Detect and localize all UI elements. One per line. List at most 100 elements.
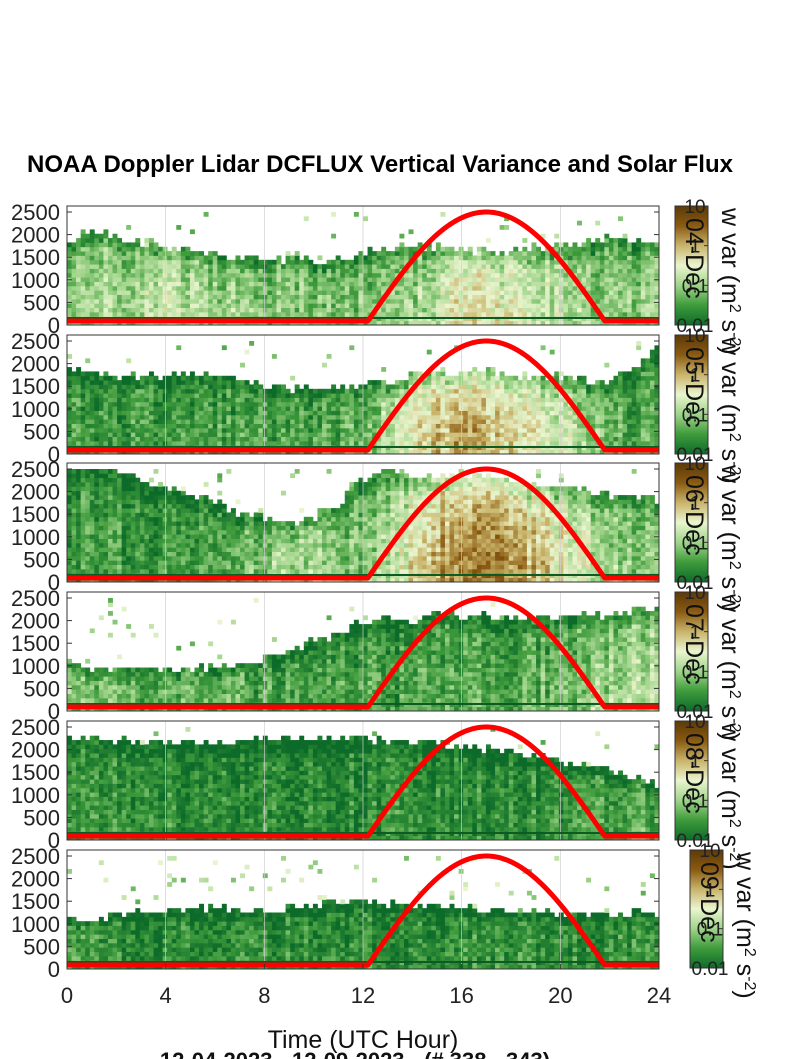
heatmap-cell: [513, 393, 519, 398]
heatmap-cell: [545, 414, 551, 420]
heatmap-cell: [253, 414, 259, 420]
heatmap-cell: [322, 410, 327, 416]
heatmap-cell: [367, 406, 373, 411]
heatmap-cell: [194, 307, 200, 313]
heatmap-cell: [162, 311, 168, 317]
heatmap-cell: [613, 388, 619, 394]
heatmap-cell: [103, 281, 109, 287]
heatmap-cell: [217, 393, 223, 398]
heatmap-cell: [522, 311, 528, 317]
heatmap-cell: [322, 307, 327, 313]
heatmap-cell: [162, 388, 168, 394]
heatmap-cell: [240, 277, 245, 282]
heatmap-cell: [80, 397, 86, 403]
heatmap-cell: [107, 246, 113, 252]
heatmap-cell: [349, 388, 355, 394]
heatmap-cell: [563, 294, 569, 300]
heatmap-cell: [344, 419, 350, 424]
heatmap-cell: [326, 264, 332, 269]
heatmap-cell: [485, 281, 491, 287]
heatmap-cell: [645, 393, 651, 398]
heatmap-cell: [599, 419, 605, 424]
heatmap-cell: [98, 538, 104, 544]
heatmap-cell: [426, 290, 432, 295]
heatmap-cell: [463, 406, 469, 411]
heatmap-cell: [162, 384, 168, 390]
heatmap-cell: [189, 303, 195, 309]
heatmap-cell: [508, 320, 514, 326]
heatmap-cell: [258, 290, 264, 295]
heatmap-cell: [526, 406, 532, 411]
heatmap-cell: [413, 272, 419, 278]
heatmap-cell: [194, 406, 200, 411]
heatmap-cell: [167, 419, 173, 424]
heatmap-cell: [94, 568, 100, 574]
heatmap-cell: [526, 414, 532, 420]
heatmap-cell: [221, 255, 227, 261]
heatmap-cell: [326, 259, 332, 265]
heatmap-cell: [567, 290, 573, 295]
heatmap-cell: [403, 251, 409, 256]
heatmap-cell: [572, 436, 578, 442]
heatmap-cell: [299, 281, 305, 287]
heatmap-cell: [572, 298, 578, 304]
heatmap-cell: [586, 410, 592, 416]
heatmap-cell: [285, 285, 291, 291]
heatmap-cell: [567, 285, 573, 291]
heatmap-cell: [98, 516, 104, 522]
heatmap-cell: [545, 406, 551, 411]
heatmap-cell: [117, 393, 123, 398]
heatmap-cell: [649, 303, 655, 309]
heatmap-cell: [640, 401, 646, 407]
heatmap-cell: [80, 229, 86, 235]
heatmap-cell: [299, 285, 305, 291]
heatmap-cell: [572, 246, 578, 252]
heatmap-cell: [271, 294, 277, 300]
heatmap-cell: [258, 436, 264, 442]
heatmap-cell: [517, 427, 523, 433]
heatmap-cell: [431, 375, 437, 381]
heatmap-cell: [654, 393, 660, 398]
heatmap-cell: [294, 423, 300, 429]
heatmap-cell: [180, 401, 186, 407]
heatmap-cell: [189, 290, 195, 295]
heatmap-cell: [636, 436, 642, 442]
heatmap-cell: [117, 410, 123, 416]
heatmap-cell: [595, 290, 601, 295]
heatmap-cell: [604, 238, 610, 243]
heatmap-cell: [148, 427, 154, 433]
heatmap-cell: [203, 303, 209, 309]
heatmap-cell: [158, 298, 164, 304]
heatmap-cell: [613, 375, 619, 381]
heatmap-cell: [98, 547, 104, 552]
heatmap-cell: [627, 384, 633, 390]
heatmap-cell: [253, 307, 259, 313]
heatmap-cell: [89, 311, 95, 317]
heatmap-cell: [312, 406, 318, 411]
heatmap-cell: [94, 268, 100, 274]
heatmap-cell: [103, 303, 109, 309]
y-tick-label: 2500: [11, 329, 60, 354]
heatmap-cell: [271, 281, 277, 287]
heatmap-cell: [431, 285, 437, 291]
heatmap-cell: [481, 294, 487, 300]
heatmap-cell: [271, 427, 277, 433]
heatmap-cell: [385, 423, 391, 429]
heatmap-cell: [595, 380, 601, 385]
heatmap-cell: [71, 551, 77, 557]
heatmap-cell: [253, 406, 259, 411]
heatmap-cell: [563, 449, 569, 455]
heatmap-cell: [340, 290, 346, 295]
heatmap-cell: [618, 238, 623, 243]
heatmap-cell: [112, 251, 118, 256]
heatmap-cell: [558, 272, 564, 278]
heatmap-cell: [117, 294, 123, 300]
heatmap-cell: [135, 251, 141, 256]
heatmap-cell: [440, 367, 446, 372]
heatmap-cell: [649, 268, 655, 274]
heatmap-cell: [171, 298, 177, 304]
heatmap-cell: [335, 436, 341, 442]
heatmap-cell: [199, 303, 205, 309]
heatmap-cell: [162, 294, 168, 300]
heatmap-cell: [608, 423, 614, 429]
